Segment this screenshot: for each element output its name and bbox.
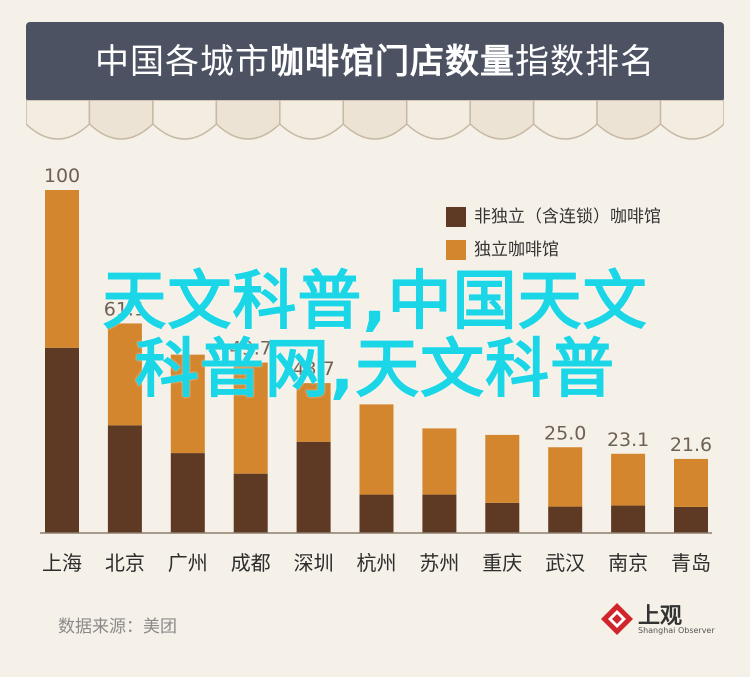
bar-chain-2	[170, 453, 205, 533]
bar-chain-10	[674, 506, 708, 533]
bar-chain-7	[485, 502, 520, 533]
bar-independent-0	[45, 190, 79, 348]
bar-chart: 100 61.1 49.7 43.7 25.0 23.1 21.6 上海 北京 广州 成都 深圳 杭州…	[40, 165, 712, 575]
total-label-9: 23.1	[607, 429, 649, 451]
category-label-1: 北京	[105, 551, 145, 575]
bar-independent-8	[548, 447, 583, 507]
legend-swatch-chain	[446, 207, 466, 227]
bar-independent-3	[233, 362, 268, 474]
category-label-10: 青岛	[671, 551, 711, 575]
total-label-4: 43.7	[292, 358, 334, 380]
total-label-8: 25.0	[544, 422, 586, 444]
awning-decoration	[26, 100, 724, 140]
watermark-overlay: 天文科普,中国天文 科普网,天文科普	[30, 268, 720, 404]
shanghai-observer-logo: 上观 Shanghai Observer	[600, 598, 715, 642]
awning-scallop	[659, 100, 724, 140]
watermark-line-1: 天文科普,中国天文	[102, 265, 648, 339]
logo-text-en: Shanghai Observer	[638, 626, 715, 635]
watermark-line-2: 科普网,天文科普	[134, 333, 616, 407]
category-label-6: 苏州	[419, 551, 459, 575]
bar-chain-4	[296, 441, 331, 533]
total-label-0: 100	[44, 165, 80, 187]
category-label-9: 南京	[608, 551, 648, 575]
logo-mark-icon	[601, 603, 633, 635]
bar-independent-9	[611, 453, 646, 506]
legend-swatch-independent	[446, 240, 466, 260]
total-label-1: 61.1	[104, 298, 146, 320]
bar-independent-6	[422, 428, 457, 495]
bar-independent-10	[674, 458, 708, 507]
category-label-3: 成都	[231, 551, 271, 575]
bar-independent-4	[296, 383, 331, 442]
category-label-8: 武汉	[545, 551, 585, 575]
bar-independent-7	[485, 434, 520, 503]
bar-chain-9	[611, 505, 646, 533]
title-banner	[26, 22, 724, 102]
total-label-3: 49.7	[230, 338, 272, 360]
category-label-4: 深圳	[294, 551, 334, 575]
category-label-7: 重庆	[482, 551, 522, 575]
bar-independent-1	[107, 323, 142, 426]
legend-label-chain: 非独立（含连锁）咖啡馆	[474, 207, 661, 227]
category-label-0: 上海	[42, 551, 82, 575]
bar-chain-5	[359, 494, 394, 533]
category-label-5: 杭州	[357, 551, 397, 575]
legend-label-independent: 独立咖啡馆	[474, 240, 559, 260]
bar-independent-5	[359, 404, 394, 495]
logo-text-cn: 上观	[638, 604, 683, 629]
category-label-2: 广州	[168, 551, 208, 575]
bar-chain-3	[233, 473, 268, 533]
bar-independent-2	[170, 354, 205, 454]
bar-chain-0	[45, 347, 79, 533]
bar-chain-1	[107, 425, 142, 533]
bar-chain-8	[548, 506, 583, 533]
chart-title: 中国各城市咖啡馆门店数量指数排名	[95, 42, 655, 82]
total-label-10: 21.6	[670, 434, 712, 456]
data-source: 数据来源：美团	[58, 617, 177, 637]
bar-chain-6	[422, 494, 457, 533]
